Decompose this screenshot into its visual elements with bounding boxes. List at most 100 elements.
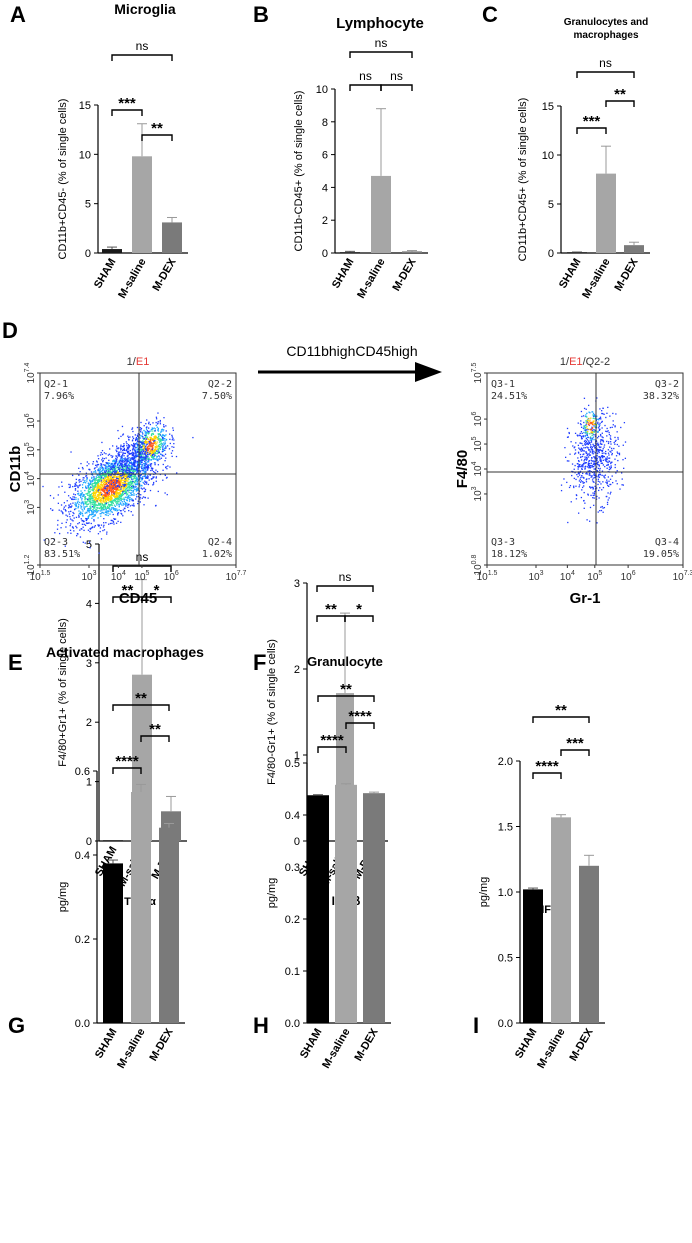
event-dot (579, 449, 580, 450)
significance-label: *** (118, 95, 136, 112)
event-dot (77, 533, 78, 534)
event-dot (86, 501, 87, 502)
event-dot (580, 442, 581, 443)
y-tick-label: 0 (85, 248, 91, 260)
event-dot (131, 476, 132, 477)
event-dot (154, 464, 155, 465)
y-tick-label: 106 (24, 413, 37, 428)
event-dot (97, 487, 98, 488)
event-dot (162, 455, 163, 456)
event-dot (581, 475, 582, 476)
event-dot (161, 436, 162, 437)
event-dot (591, 439, 592, 440)
event-dot (156, 448, 157, 449)
event-dot (72, 475, 73, 476)
event-dot (135, 443, 136, 444)
event-dot (166, 477, 167, 478)
event-dot (83, 477, 84, 478)
event-dot (564, 447, 565, 448)
event-dot (140, 453, 141, 454)
event-dot (129, 490, 130, 491)
tick-exponent: 3 (471, 486, 478, 490)
event-dot (126, 443, 127, 444)
event-dot (93, 476, 94, 477)
event-dot (91, 511, 92, 512)
event-dot (591, 460, 592, 461)
event-dot (143, 430, 144, 431)
event-dot (115, 458, 116, 459)
tick-base: 10 (473, 440, 484, 452)
event-dot (103, 469, 104, 470)
tick-base: 10 (111, 572, 123, 583)
event-dot (103, 467, 104, 468)
event-dot (594, 491, 595, 492)
event-dot (112, 467, 113, 468)
event-dot (577, 463, 578, 464)
event-dot (156, 477, 157, 478)
event-dot (625, 458, 626, 459)
event-dot (568, 436, 569, 437)
event-dot (88, 490, 89, 491)
event-dot (81, 503, 82, 504)
event-dot (600, 443, 601, 444)
event-dot (579, 486, 580, 487)
event-dot (146, 444, 147, 445)
event-dot (146, 463, 147, 464)
event-dot (160, 434, 161, 435)
event-dot (74, 496, 75, 497)
event-dot (97, 496, 98, 497)
event-dot (133, 491, 134, 492)
event-dot (151, 450, 152, 451)
event-dot (579, 484, 580, 485)
event-dot (140, 437, 141, 438)
event-dot (618, 446, 619, 447)
tick-exponent: 1.5 (488, 570, 498, 577)
event-dot (113, 488, 114, 489)
event-dot (115, 518, 116, 519)
figure: A Microglia051015CD11b+CD45- (% of single… (0, 0, 692, 1243)
event-dot (157, 453, 158, 454)
event-dot (148, 427, 149, 428)
event-dot (122, 460, 123, 461)
event-dot (113, 518, 114, 519)
event-dot (61, 486, 62, 487)
event-dot (161, 458, 162, 459)
event-dot (609, 497, 610, 498)
event-dot (585, 420, 586, 421)
event-dot (127, 476, 128, 477)
event-dot (90, 491, 91, 492)
event-dot (581, 411, 582, 412)
event-dot (172, 438, 173, 439)
event-dot (612, 453, 613, 454)
event-dot (105, 472, 106, 473)
event-dot (108, 460, 109, 461)
event-dot (147, 448, 148, 449)
event-dot (578, 473, 579, 474)
event-dot (157, 456, 158, 457)
event-dot (152, 469, 153, 470)
event-dot (164, 438, 165, 439)
event-dot (140, 477, 141, 478)
event-dot (98, 464, 99, 465)
event-dot (125, 469, 126, 470)
event-dot (127, 458, 128, 459)
event-dot (162, 437, 163, 438)
event-dot (159, 456, 160, 457)
event-dot (131, 487, 132, 488)
event-dot (586, 443, 587, 444)
event-dot (147, 437, 148, 438)
event-dot (141, 485, 142, 486)
event-dot (588, 456, 589, 457)
event-dot (593, 437, 594, 438)
event-dot (170, 443, 171, 444)
event-dot (161, 445, 162, 446)
event-dot (101, 480, 102, 481)
event-dot (160, 423, 161, 424)
event-dot (79, 481, 80, 482)
event-dot (110, 497, 111, 498)
event-dot (617, 431, 618, 432)
event-dot (117, 453, 118, 454)
event-dot (72, 503, 73, 504)
event-dot (157, 437, 158, 438)
event-dot (99, 508, 100, 509)
